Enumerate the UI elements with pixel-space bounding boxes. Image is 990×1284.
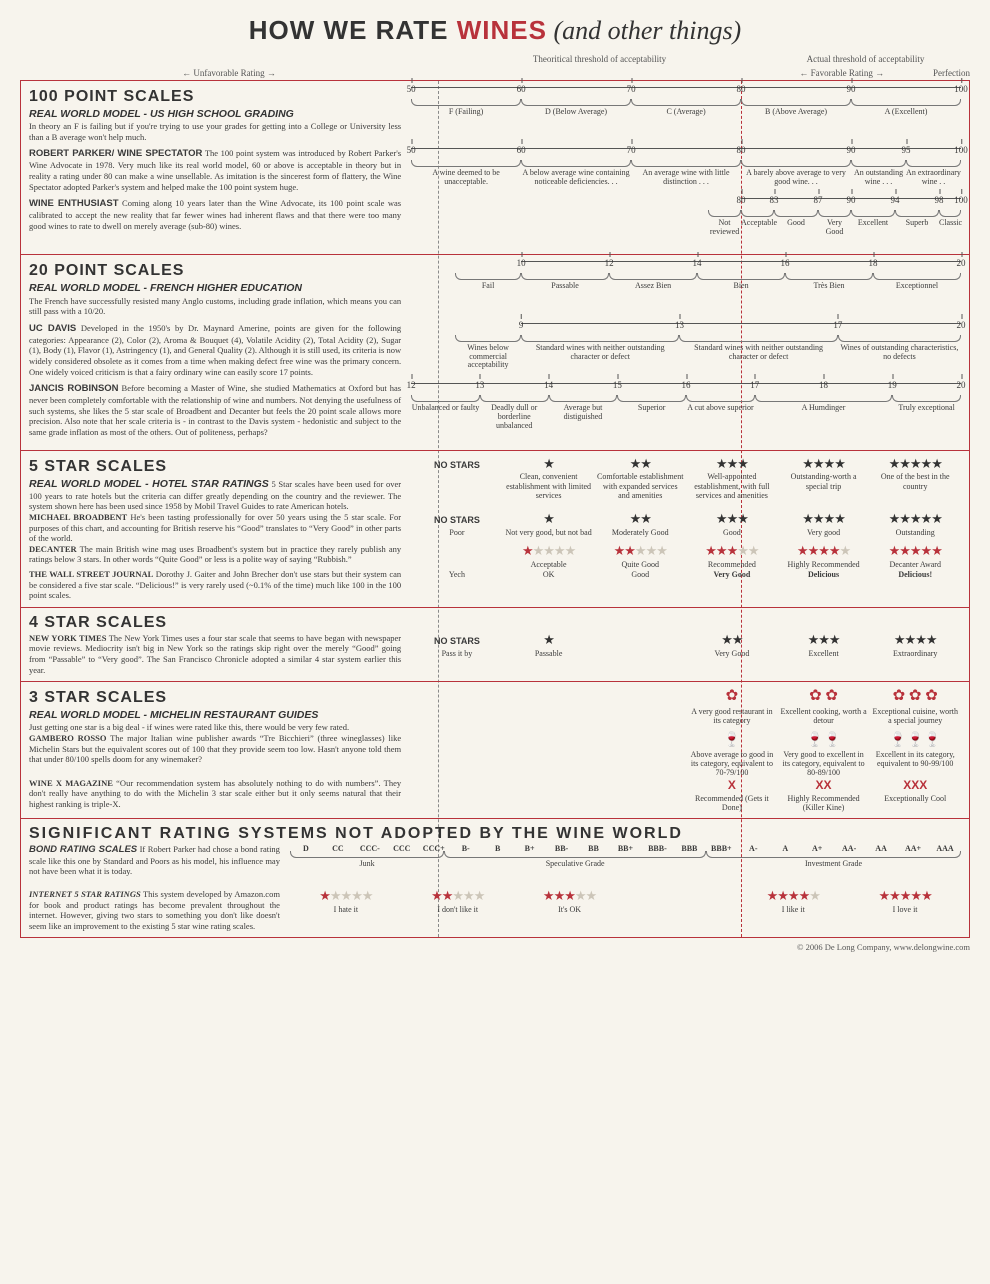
cells-gambero: 🍷Above average to good in its category, … xyxy=(411,733,961,778)
scale-enthusiast: 808387909498100Not reviewedAcceptableGoo… xyxy=(411,198,961,242)
section-significant: SIGNIFICANT RATING SYSTEMS NOT ADOPTED B… xyxy=(21,819,969,938)
cells-winex: XRecommended (Gets it Done)XXHighly Reco… xyxy=(411,778,961,812)
cells-decanter: ★★★★★Acceptable★★★★★Quite Good★★★★★Recom… xyxy=(411,544,961,569)
scale-parker: 506070809095100A wine deemed to be unacc… xyxy=(411,148,961,192)
section-5star: 5 STAR SCALES REAL WORLD MODEL - HOTEL S… xyxy=(21,451,969,608)
cells-amazon: ★★★★★I hate it★★★★★I don't like it★★★★★I… xyxy=(290,889,961,932)
scale-ucdavis: 9131720Wines below commercial acceptabil… xyxy=(411,323,961,367)
footer: © 2006 De Long Company, www.delongwine.c… xyxy=(20,942,970,952)
section-20pt: 20 POINT SCALES REAL WORLD MODEL - FRENC… xyxy=(21,255,969,450)
scale-french: 101214161820FailPassableAssez BienBienTr… xyxy=(411,261,961,305)
section-3star: 3 STAR SCALES REAL WORLD MODEL - MICHELI… xyxy=(21,682,969,819)
chart-frame: 100 POINT SCALES REAL WORLD MODEL - US H… xyxy=(20,80,970,938)
section-100pt: 100 POINT SCALES REAL WORLD MODEL - US H… xyxy=(21,81,969,255)
page-title: HOW WE RATE WINES (and other things) xyxy=(20,15,970,46)
section-4star: 4 STAR SCALES NEW YORK TIMES The New Yor… xyxy=(21,608,969,683)
scale-jancis: 121314151617181920Unbalanced or faultyDe… xyxy=(411,383,961,427)
scale-bond: DCCCCC-CCCCCC+B-BB+BB-BBBB+BBB-BBBBBB+A-… xyxy=(290,844,961,883)
cells-hotel: NO STARS★Clean, convenient establishment… xyxy=(411,457,961,512)
scale-highschool: 5060708090100F (Failing)D (Below Average… xyxy=(411,87,961,131)
cells-nyt: NO STARSPass it by★Passable★★Very Good★★… xyxy=(411,633,961,676)
cells-broadbent: NO STARSPoor★Not very good, but not bad★… xyxy=(411,512,961,544)
legend: Theoritical threshold of acceptability A… xyxy=(20,54,970,64)
cells-michelin: ✿A very good restaurant in its category✿… xyxy=(411,688,961,733)
cells-wsj: YechOKGoodVery GoodDeliciousDelicious! xyxy=(411,569,961,601)
